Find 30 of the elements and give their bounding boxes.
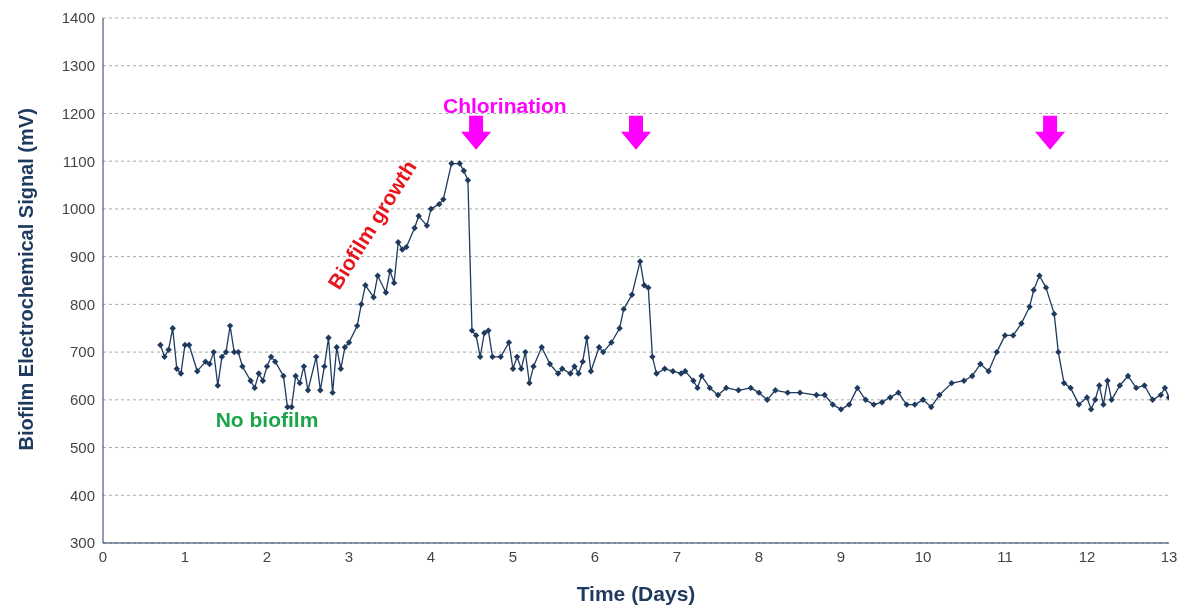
x-tick-label: 11 bbox=[997, 547, 1013, 565]
x-tick-label: 3 bbox=[344, 547, 354, 565]
x-tick-label: 9 bbox=[836, 547, 846, 565]
y-tick-label: 300 bbox=[69, 534, 95, 552]
y-tick-label: 600 bbox=[69, 391, 95, 409]
x-tick-label: 7 bbox=[672, 547, 682, 565]
x-tick-label: 4 bbox=[426, 547, 436, 565]
y-tick-label: 1400 bbox=[61, 9, 95, 27]
y-tick-label: 800 bbox=[69, 295, 95, 313]
annotation: Chlorination bbox=[442, 94, 567, 118]
x-tick-label: 13 bbox=[1160, 547, 1178, 565]
y-tick-label: 900 bbox=[69, 247, 95, 265]
annotation: No biofilm bbox=[215, 407, 319, 431]
x-tick-label: 12 bbox=[1078, 547, 1096, 565]
x-tick-label: 8 bbox=[754, 547, 764, 565]
x-tick-label: 2 bbox=[262, 547, 272, 565]
y-tick-label: 1100 bbox=[62, 152, 95, 170]
y-tick-label: 1000 bbox=[61, 200, 95, 218]
y-tick-label: 1200 bbox=[61, 104, 95, 122]
y-tick-label: 700 bbox=[69, 343, 95, 361]
x-axis-title: Time (Days) bbox=[576, 582, 696, 605]
x-tick-label: 5 bbox=[508, 547, 518, 565]
x-tick-label: 0 bbox=[98, 547, 108, 565]
y-axis-title: Biofilm Electrochemical Signal (mV) bbox=[15, 108, 38, 451]
y-tick-label: 1300 bbox=[61, 57, 95, 75]
y-tick-label: 500 bbox=[69, 438, 95, 456]
x-tick-label: 1 bbox=[180, 547, 190, 565]
x-tick-label: 6 bbox=[590, 547, 600, 565]
y-tick-label: 400 bbox=[69, 486, 95, 504]
x-tick-label: 10 bbox=[914, 547, 932, 565]
